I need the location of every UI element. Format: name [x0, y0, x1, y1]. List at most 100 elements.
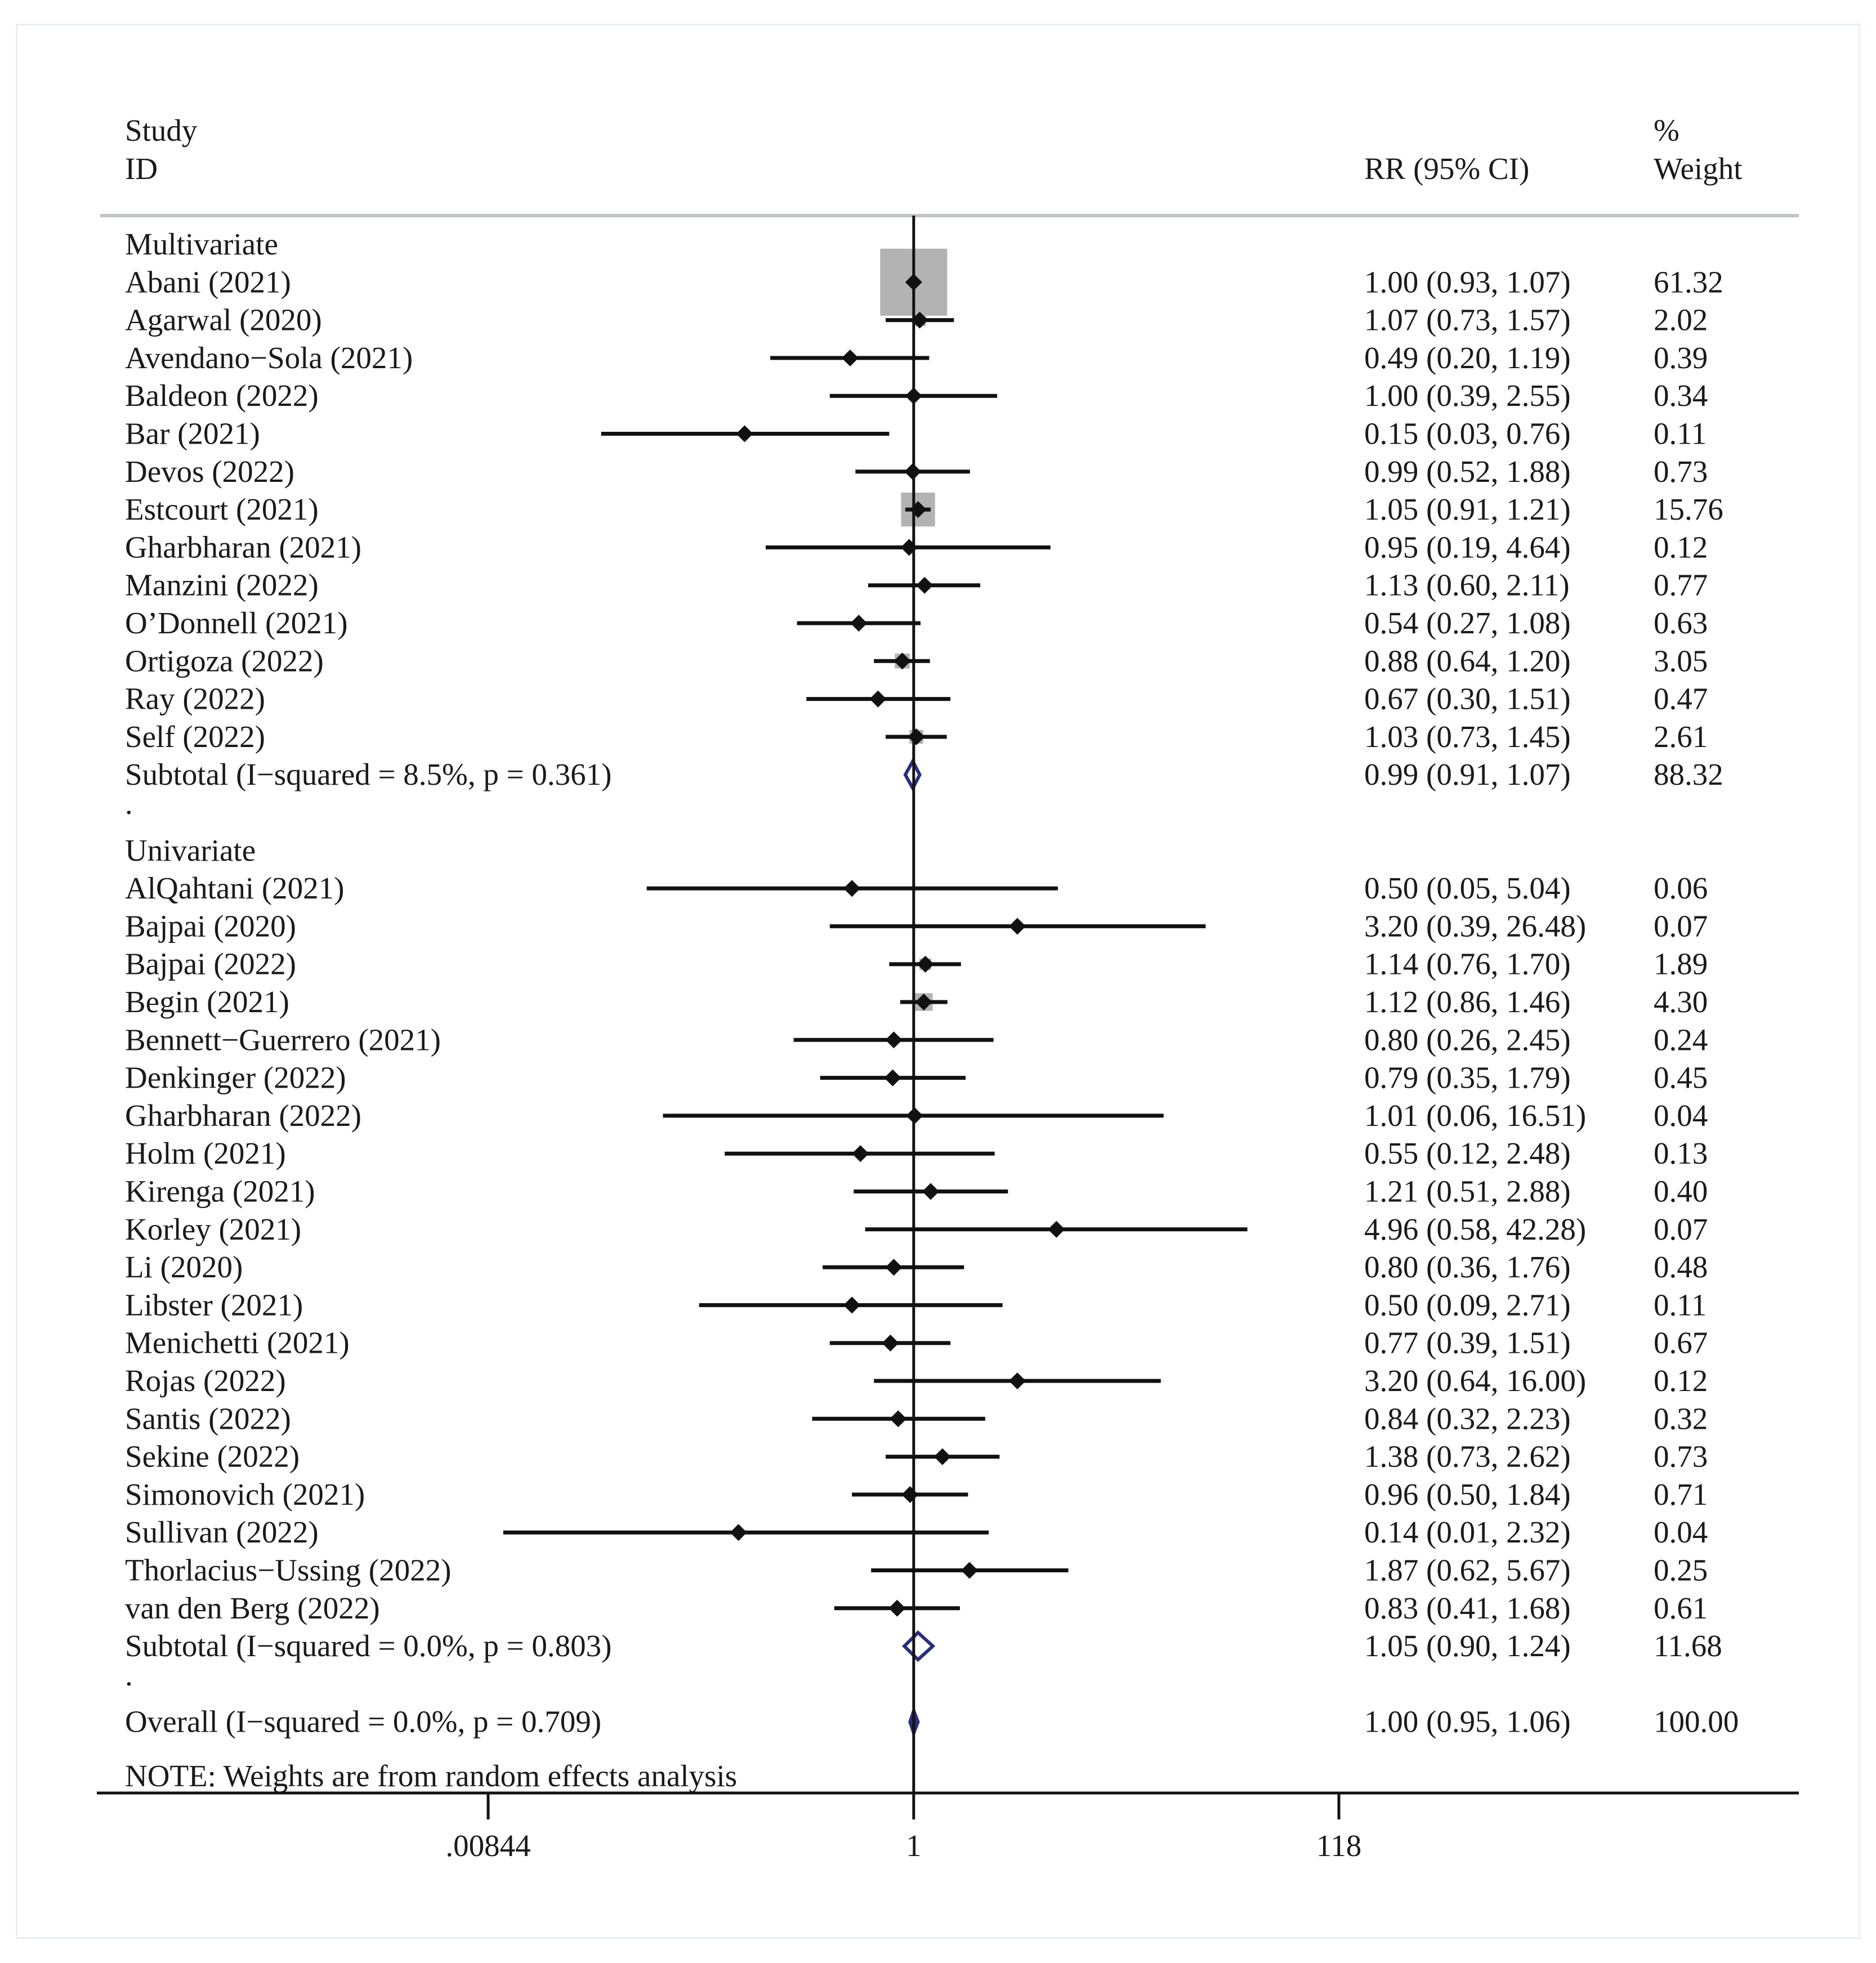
point-estimate: [888, 1599, 906, 1617]
point-estimate: [843, 1296, 861, 1314]
row-subtotal: Subtotal (I−squared = 8.5%, p = 0.361) 0.…: [125, 757, 1723, 792]
study-label: Li (2020): [125, 1250, 243, 1284]
row-study: Santis (2022) 0.84 (0.32, 2.23) 0.32: [125, 1401, 1708, 1436]
row-study: Thorlacius−Ussing (2022) 1.87 (0.62, 5.67…: [125, 1553, 1708, 1588]
weight-text: 0.71: [1654, 1477, 1708, 1512]
row-study: Devos (2022) 0.99 (0.52, 1.88) 0.73: [125, 454, 1708, 489]
weight-text: 0.11: [1654, 1287, 1707, 1322]
row-study: Avendano−Sola (2021) 0.49 (0.20, 1.19) 0.3…: [125, 341, 1708, 375]
x-axis-ticks: .00844 1 118: [445, 1793, 1361, 1863]
row-study: Denkinger (2022) 0.79 (0.35, 1.79) 0.45: [125, 1061, 1708, 1095]
study-label: Self (2022): [125, 719, 265, 754]
subtotal-diamond: [901, 1630, 936, 1662]
row-study: Bennett−Guerrero (2021) 0.80 (0.26, 2.45)…: [125, 1022, 1708, 1057]
row-study: O’Donnell (2021) 0.54 (0.27, 1.08) 0.63: [125, 606, 1708, 640]
weight-text: 0.34: [1654, 378, 1708, 413]
weight-text: 100.00: [1654, 1705, 1739, 1739]
point-estimate: [841, 349, 859, 366]
weight-text: 0.73: [1654, 454, 1708, 489]
rr-ci-text: 0.96 (0.50, 1.84): [1364, 1477, 1571, 1512]
study-label: Begin (2021): [125, 985, 289, 1019]
study-label: Libster (2021): [125, 1287, 303, 1322]
study-label: Menichetti (2021): [125, 1326, 350, 1360]
header-weight: Weight: [1654, 151, 1742, 186]
study-label: Estcourt (2021): [125, 492, 319, 526]
header-id: ID: [125, 151, 158, 186]
study-label: Ray (2022): [125, 682, 265, 716]
study-label: Abani (2021): [125, 265, 291, 299]
row-study: Bar (2021) 0.15 (0.03, 0.76) 0.11: [125, 417, 1707, 451]
row-study: Bajpai (2020) 3.20 (0.39, 26.48) 0.07: [125, 909, 1708, 943]
weight-text: 0.07: [1654, 1212, 1708, 1246]
point-estimate: [917, 955, 934, 973]
weight-text: 0.73: [1654, 1439, 1708, 1474]
point-estimate: [869, 690, 887, 708]
rr-ci-text: 1.03 (0.73, 1.45): [1364, 719, 1571, 754]
weight-text: 0.32: [1654, 1401, 1708, 1436]
point-estimate: [852, 1145, 869, 1162]
weight-text: 0.06: [1654, 871, 1708, 905]
group-label: Multivariate: [125, 227, 278, 261]
weight-text: 0.12: [1654, 530, 1708, 564]
row-overall: Overall (I−squared = 0.0%, p = 0.709) 1.0…: [125, 1705, 1739, 1739]
weight-text: 0.07: [1654, 909, 1708, 943]
weight-text: 0.67: [1654, 1326, 1708, 1360]
point-estimate: [901, 1486, 919, 1503]
rr-ci-text: 1.12 (0.86, 1.46): [1364, 985, 1571, 1019]
study-label: Avendano−Sola (2021): [125, 341, 413, 375]
study-label: Kirenga (2021): [125, 1174, 315, 1209]
rr-ci-text: 0.55 (0.12, 2.48): [1364, 1136, 1571, 1170]
row-study: Libster (2021) 0.50 (0.09, 2.71) 0.11: [125, 1287, 1707, 1322]
row-spacer: .: [125, 786, 133, 821]
rr-ci-text: 0.79 (0.35, 1.79): [1364, 1061, 1571, 1095]
point-estimate: [1048, 1220, 1065, 1238]
rr-ci-text: 0.99 (0.52, 1.88): [1364, 454, 1571, 489]
header-percent: %: [1654, 113, 1680, 147]
point-estimate: [908, 728, 925, 745]
point-estimate: [1008, 1372, 1026, 1389]
row-study: AlQahtani (2021) 0.50 (0.05, 5.04) 0.06: [125, 871, 1708, 905]
rr-ci-text: 1.87 (0.62, 5.67): [1364, 1553, 1571, 1588]
weight-text: 0.12: [1654, 1363, 1708, 1398]
rr-ci-text: 1.14 (0.76, 1.70): [1364, 947, 1571, 981]
point-estimate: [884, 1069, 901, 1086]
rr-ci-text: 1.00 (0.39, 2.55): [1364, 378, 1571, 413]
rr-ci-text: 0.77 (0.39, 1.51): [1364, 1326, 1571, 1360]
point-estimate: [933, 1448, 951, 1465]
row-study: Ortigoza (2022) 0.88 (0.64, 1.20) 3.05: [125, 643, 1708, 678]
rr-ci-text: 0.80 (0.26, 2.45): [1364, 1022, 1571, 1057]
rr-ci-text: 3.20 (0.39, 26.48): [1364, 909, 1586, 943]
row-study: Ray (2022) 0.67 (0.30, 1.51) 0.47: [125, 682, 1708, 716]
row-study: Sekine (2022) 1.38 (0.73, 2.62) 0.73: [125, 1439, 1708, 1474]
row-study: Gharbharan (2021) 0.95 (0.19, 4.64) 0.12: [125, 530, 1708, 564]
weight-text: 61.32: [1654, 265, 1723, 299]
weight-text: 0.61: [1654, 1591, 1708, 1625]
row-study: van den Berg (2022) 0.83 (0.41, 1.68) 0.61: [125, 1591, 1708, 1625]
subtotal-label: Subtotal (I−squared = 8.5%, p = 0.361): [125, 757, 611, 792]
point-estimate: [922, 1183, 939, 1200]
row-study: Menichetti (2021) 0.77 (0.39, 1.51) 0.67: [125, 1326, 1708, 1360]
row-study: Kirenga (2021) 1.21 (0.51, 2.88) 0.40: [125, 1174, 1708, 1209]
study-label: Sekine (2022): [125, 1439, 300, 1474]
weight-text: 0.25: [1654, 1553, 1708, 1588]
overall-label: Overall (I−squared = 0.0%, p = 0.709): [125, 1705, 601, 1739]
header-rr-ci: RR (95% CI): [1364, 151, 1529, 186]
rr-ci-text: 1.01 (0.06, 16.51): [1364, 1098, 1586, 1133]
rr-ci-text: 1.05 (0.91, 1.21): [1364, 492, 1571, 526]
weight-text: 3.05: [1654, 643, 1708, 678]
rr-ci-text: 0.54 (0.27, 1.08): [1364, 606, 1571, 640]
point-estimate: [915, 994, 932, 1010]
weight-text: 15.76: [1654, 492, 1723, 526]
point-estimate: [850, 615, 868, 632]
x-tick-label: 118: [1316, 1828, 1361, 1863]
study-label: van den Berg (2022): [125, 1591, 380, 1625]
rr-ci-text: 0.95 (0.19, 4.64): [1364, 530, 1571, 564]
weight-text: 88.32: [1654, 757, 1723, 792]
row-study: Sullivan (2022) 0.14 (0.01, 2.32) 0.04: [125, 1515, 1708, 1549]
point-estimate: [911, 311, 928, 329]
rr-ci-text: 0.14 (0.01, 2.32): [1364, 1515, 1571, 1549]
figure-frame: [16, 24, 1860, 1939]
rr-ci-text: 0.50 (0.05, 5.04): [1364, 871, 1571, 905]
study-label: Devos (2022): [125, 454, 294, 489]
rr-ci-text: 1.00 (0.95, 1.06): [1364, 1705, 1571, 1739]
